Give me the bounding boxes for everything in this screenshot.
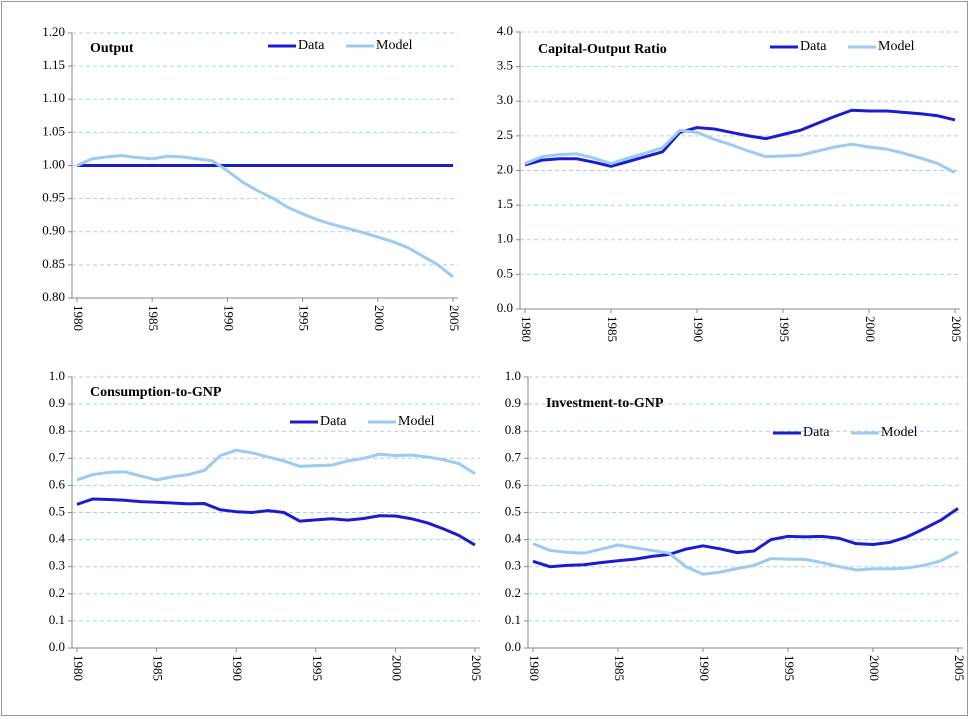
x-tick-label: 1990 [697,655,712,681]
x-tick-label: 2000 [372,305,387,331]
chart-title: Output [90,41,134,56]
data-line [524,128,956,174]
x-tick-label: 2005 [949,316,964,342]
y-tick-label: 0.8 [49,422,65,437]
y-tick-label: 4.0 [497,23,513,38]
x-tick-label: 1995 [310,655,325,681]
data-line [532,507,959,569]
y-tick-label: 0.0 [497,300,513,315]
y-tick-label: 2.5 [497,127,513,142]
y-tick-label: 0.95 [42,190,65,205]
y-tick-label: 0.9 [49,395,65,410]
y-tick-label: 0.3 [49,558,65,573]
data-line [76,154,454,278]
x-tick-label: 1995 [297,305,312,331]
y-tick-label: 1.0 [497,231,513,246]
y-tick-label: 0.85 [42,256,65,271]
x-tick-label: 1995 [782,655,797,681]
y-tick-label: 0.80 [42,289,65,304]
y-tick-label: 0.0 [505,639,521,654]
x-tick-label: 2000 [389,655,404,681]
y-tick-label: 0.1 [49,612,65,627]
y-tick-label: 0.6 [49,476,66,491]
y-tick-label: 0.2 [49,585,65,600]
chart-title: Capital-Output Ratio [538,42,667,57]
x-tick-label: 1985 [612,655,627,681]
x-tick-label: 1980 [71,305,86,331]
y-tick-label: 1.5 [497,196,513,211]
y-tick-label: 1.10 [42,90,65,105]
x-tick-label: 1985 [605,316,620,342]
x-tick-label: 1985 [151,655,166,681]
y-tick-label: 0.9 [505,395,521,410]
data-line [532,542,959,576]
legend-label: Data [803,425,830,440]
data-line [76,497,476,547]
x-tick-label: 1990 [691,316,706,342]
y-tick-label: 1.0 [49,368,65,383]
y-tick-label: 0.5 [49,503,65,518]
y-tick-label: 2.0 [497,161,513,176]
chart-title: Investment-to-GNP [546,396,664,411]
x-tick-label: 2000 [863,316,878,342]
legend-label: Data [320,414,347,429]
y-tick-label: 1.15 [42,57,65,72]
data-line [524,108,956,168]
x-tick-label: 2005 [447,305,462,331]
legend-label: Model [398,414,435,429]
y-tick-label: 0.6 [505,476,522,491]
y-tick-label: 0.2 [505,585,521,600]
y-tick-label: 0.3 [505,558,521,573]
legend-label: Model [878,39,915,54]
data-line [76,448,476,482]
x-tick-label: 1980 [71,655,86,681]
x-tick-label: 1995 [777,316,792,342]
y-tick-label: 0.0 [49,639,65,654]
legend-label: Model [376,38,413,53]
x-tick-label: 2005 [469,655,484,681]
y-tick-label: 0.7 [505,449,522,464]
y-tick-label: 0.5 [505,503,521,518]
x-tick-label: 1980 [519,316,534,342]
x-tick-label: 2005 [952,655,967,681]
x-tick-label: 1985 [146,305,161,331]
y-tick-label: 0.7 [49,449,66,464]
y-tick-label: 0.1 [505,612,521,627]
y-tick-label: 1.00 [42,156,65,171]
y-tick-label: 3.0 [497,92,513,107]
x-tick-label: 1990 [230,655,245,681]
y-tick-label: 0.4 [49,531,66,546]
y-tick-label: 3.5 [497,58,513,73]
chart-title: Consumption-to-GNP [90,385,222,400]
y-tick-label: 1.20 [42,24,65,39]
y-tick-label: 1.0 [505,368,521,383]
x-tick-label: 1980 [527,655,542,681]
y-tick-label: 0.5 [497,265,513,280]
legend-label: Data [800,39,827,54]
y-tick-label: 0.90 [42,223,65,238]
y-tick-label: 0.8 [505,422,521,437]
x-tick-label: 2000 [867,655,882,681]
y-tick-label: 0.4 [505,531,522,546]
legend-label: Model [881,425,918,440]
y-tick-label: 1.05 [42,123,65,138]
legend-label: Data [298,38,325,53]
x-tick-label: 1990 [221,305,236,331]
